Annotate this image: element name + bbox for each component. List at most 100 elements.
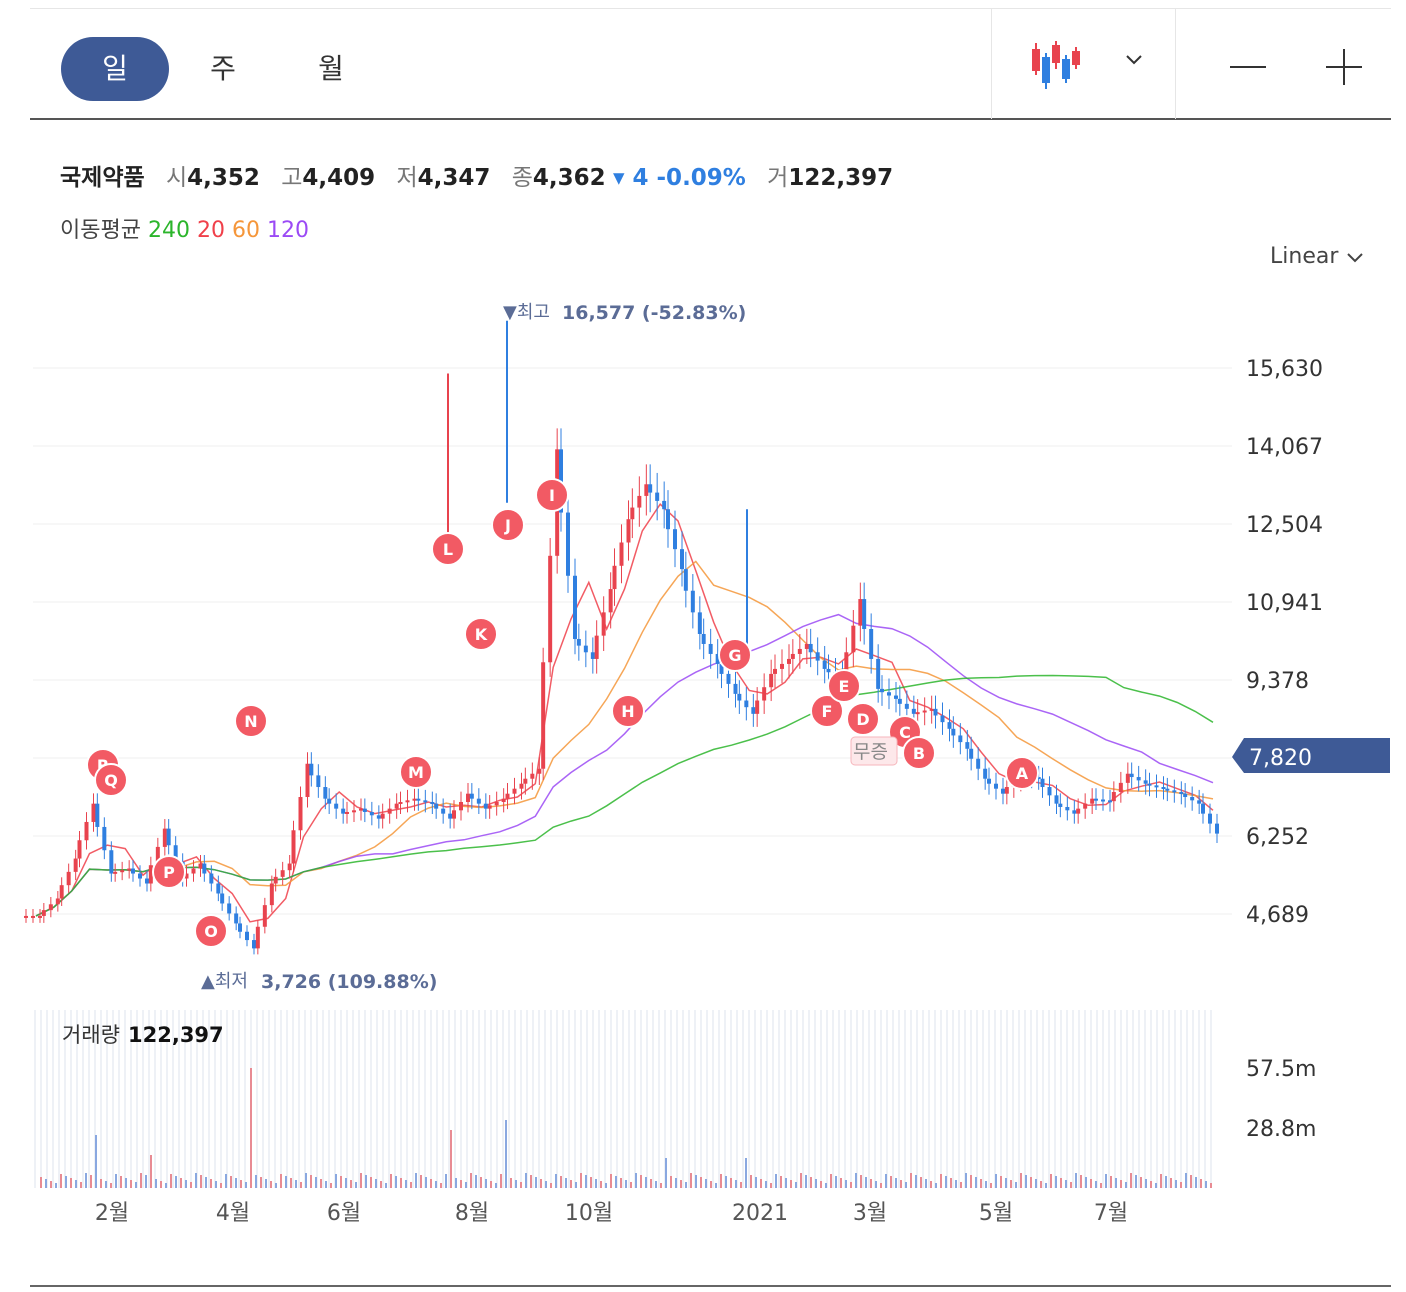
- x-tick-label: 3월: [853, 1201, 887, 1226]
- volume-bar: [1095, 1181, 1097, 1188]
- volume-bar: [340, 1176, 342, 1188]
- ma-20: 20: [196, 218, 225, 243]
- volume-bar: [1070, 1182, 1072, 1188]
- event-marker[interactable]: I: [535, 478, 569, 512]
- event-marker[interactable]: Q: [94, 763, 128, 797]
- volume-bar: [555, 1174, 557, 1188]
- event-marker-label: G: [728, 646, 741, 665]
- event-marker[interactable]: N: [234, 704, 268, 738]
- event-marker[interactable]: E: [827, 669, 861, 703]
- event-badge[interactable]: [850, 736, 898, 766]
- plus-icon[interactable]: [1324, 49, 1364, 85]
- minus-icon[interactable]: [1228, 49, 1268, 85]
- event-marker[interactable]: D: [846, 702, 880, 736]
- candle-body: [969, 748, 974, 759]
- volume-bar: [230, 1176, 232, 1188]
- volume-bar: [430, 1179, 432, 1188]
- candle-body: [790, 653, 795, 659]
- volume-bar: [180, 1178, 182, 1188]
- volume-bar: [400, 1178, 402, 1188]
- event-marker-label: J: [504, 516, 511, 535]
- event-marker[interactable]: M: [399, 755, 433, 789]
- candle-body: [680, 549, 684, 570]
- volume-bar: [710, 1181, 712, 1188]
- event-marker[interactable]: A: [1005, 756, 1039, 790]
- volume-bar: [635, 1173, 637, 1188]
- volume-bar: [515, 1180, 517, 1188]
- volume-bar: [905, 1182, 907, 1188]
- candle-body: [505, 793, 510, 799]
- low-value: 4,347: [417, 165, 491, 191]
- volume-bar: [1180, 1182, 1182, 1188]
- volume-bar: [935, 1183, 937, 1188]
- event-marker[interactable]: B: [902, 736, 936, 770]
- event-marker[interactable]: H: [611, 694, 645, 728]
- event-marker-circle: [194, 914, 228, 948]
- candle-body: [1047, 787, 1052, 796]
- candle-body: [184, 873, 189, 879]
- toolbar-divider: [1175, 9, 1176, 119]
- candle-body: [59, 885, 64, 899]
- volume-bar: [1035, 1179, 1037, 1188]
- volume-bar: [345, 1178, 347, 1188]
- candle-body: [983, 768, 988, 779]
- candlestick-icon[interactable]: [1030, 39, 1082, 91]
- x-tick-label: 2021: [732, 1201, 788, 1226]
- volume-bar: [825, 1183, 827, 1188]
- scale-selector[interactable]: Linear: [1270, 244, 1365, 269]
- event-marker-circle: [431, 532, 465, 566]
- period-month-button[interactable]: 월: [318, 52, 344, 85]
- volume-bar: [100, 1179, 102, 1188]
- event-marker-circle: [810, 694, 844, 728]
- volume-bar: [965, 1173, 967, 1188]
- period-week-button[interactable]: 주: [210, 52, 236, 85]
- volume-bar: [640, 1175, 642, 1188]
- event-marker[interactable]: K: [464, 617, 498, 651]
- period-day-button[interactable]: 일: [61, 37, 169, 101]
- volume-bar: [630, 1182, 632, 1188]
- candle-body: [958, 735, 963, 743]
- volume-bar: [780, 1176, 782, 1188]
- volume-bar: [355, 1182, 357, 1188]
- event-marker[interactable]: G: [718, 638, 752, 672]
- event-marker[interactable]: J: [491, 508, 525, 542]
- volume-bar: [470, 1173, 472, 1188]
- candle-body: [826, 668, 831, 673]
- volume-bar: [590, 1177, 592, 1188]
- candle-body: [102, 826, 107, 851]
- candle-body: [430, 801, 435, 804]
- candle-body: [113, 871, 118, 874]
- chevron-down-icon[interactable]: [1124, 53, 1144, 67]
- volume-bar: [260, 1177, 262, 1188]
- candle-body: [487, 805, 492, 809]
- event-marker-circle: [464, 617, 498, 651]
- candle-body: [808, 643, 813, 653]
- event-marker-circle: [152, 855, 186, 889]
- candle-body: [466, 793, 470, 802]
- volume-label: 거: [767, 165, 789, 191]
- event-marker[interactable]: L: [431, 532, 465, 566]
- volume-bar: [650, 1179, 652, 1188]
- event-marker[interactable]: F: [810, 694, 844, 728]
- volume-bar: [1145, 1179, 1147, 1188]
- event-marker-label: L: [443, 540, 453, 559]
- volume-bar: [220, 1183, 222, 1188]
- candle-body: [1101, 799, 1105, 802]
- volume-bar: [610, 1174, 612, 1188]
- candle-body: [309, 763, 314, 776]
- volume-bar: [1065, 1180, 1067, 1188]
- volume-bar: [170, 1174, 172, 1188]
- candle-body: [216, 883, 221, 894]
- volume-bar: [1190, 1175, 1192, 1188]
- volume-bar: [275, 1183, 277, 1188]
- candle-body: [494, 801, 499, 806]
- candle-body: [162, 828, 167, 847]
- volume-bar: [715, 1183, 717, 1188]
- event-marker[interactable]: O: [194, 914, 228, 948]
- event-marker[interactable]: P: [152, 855, 186, 889]
- candle-body: [726, 673, 731, 684]
- high-label: 고: [281, 165, 303, 191]
- x-axis-labels: 2월 4월 6월 8월 10월 2021 3월 5월 7월: [95, 1201, 1128, 1226]
- event-marker-label: Q: [104, 771, 118, 790]
